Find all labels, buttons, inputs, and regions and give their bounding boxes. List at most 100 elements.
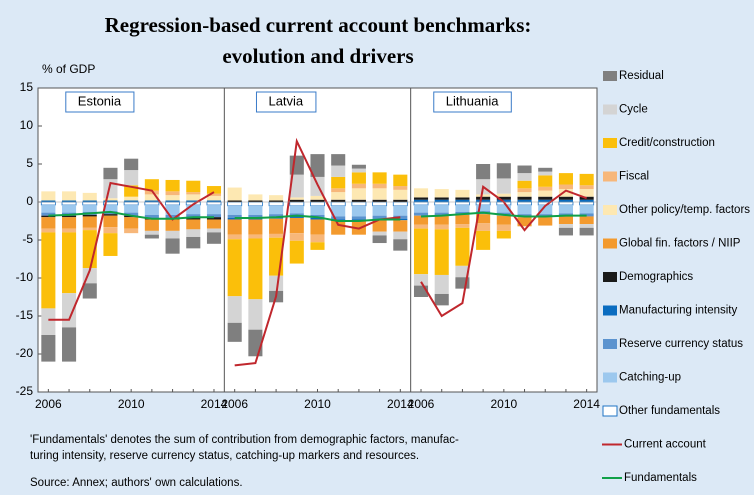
panel-label-box bbox=[65, 91, 135, 113]
bar-segment bbox=[227, 187, 242, 201]
bar-segment bbox=[393, 239, 408, 251]
bar-segment bbox=[310, 199, 325, 202]
bar-segment bbox=[476, 199, 491, 202]
legend-label: Demographics bbox=[619, 271, 693, 283]
bar-segment bbox=[558, 227, 573, 236]
bar-segment bbox=[413, 228, 429, 275]
bar-segment bbox=[476, 230, 491, 250]
bar-segment bbox=[206, 195, 222, 201]
bar-segment bbox=[496, 196, 511, 200]
bar-segment bbox=[82, 227, 97, 231]
bar-segment bbox=[206, 186, 222, 194]
bar-segment bbox=[496, 178, 511, 194]
bar-segment bbox=[124, 217, 139, 229]
bar-segment bbox=[40, 201, 56, 206]
bar-segment bbox=[248, 234, 263, 239]
bar-segment bbox=[310, 242, 325, 250]
bar-segment bbox=[476, 223, 491, 231]
bar-segment bbox=[227, 201, 243, 207]
bar-segment bbox=[206, 214, 222, 218]
bar-segment bbox=[517, 205, 532, 215]
bar-segment bbox=[434, 274, 449, 294]
bar-segment bbox=[331, 199, 346, 202]
bar-segment bbox=[496, 215, 511, 225]
bar-segment bbox=[393, 186, 408, 190]
bar-segment bbox=[206, 217, 222, 220]
bar-segment bbox=[331, 154, 346, 166]
bar-segment bbox=[165, 219, 180, 231]
legend-label: Manufacturing intensity bbox=[619, 305, 738, 317]
bar-segment bbox=[62, 215, 77, 218]
bar-segment bbox=[62, 327, 77, 362]
bar-segment bbox=[558, 205, 573, 214]
bar-segment bbox=[289, 217, 304, 234]
bar-segment bbox=[186, 236, 201, 249]
bar-segment bbox=[124, 200, 139, 202]
bar-segment bbox=[476, 214, 491, 224]
bar-segment bbox=[538, 217, 553, 226]
bar-segment bbox=[62, 205, 77, 213]
bar-segment bbox=[227, 200, 242, 202]
bar-segment bbox=[496, 193, 511, 197]
bar-segment bbox=[517, 192, 532, 197]
bar-segment bbox=[165, 191, 180, 196]
line-series bbox=[420, 211, 587, 218]
bar-segment bbox=[124, 212, 139, 216]
bar-segment bbox=[124, 205, 139, 213]
legend-swatch bbox=[603, 104, 617, 115]
bar-segment bbox=[413, 197, 429, 200]
bar-segment bbox=[124, 185, 139, 197]
legend-swatch bbox=[603, 138, 617, 148]
bar-segment bbox=[476, 196, 491, 200]
x-tick-label: 2014 bbox=[201, 397, 228, 411]
bar-segment bbox=[144, 214, 159, 218]
legend-label: Catching-up bbox=[619, 372, 681, 384]
bar-segment bbox=[269, 205, 284, 215]
x-tick-label: 2006 bbox=[408, 397, 435, 411]
bar-segment bbox=[558, 173, 573, 185]
bar-segment bbox=[248, 329, 263, 357]
bar-segment bbox=[186, 180, 201, 193]
bar-segment bbox=[558, 184, 573, 190]
legend-swatch bbox=[603, 238, 617, 249]
bar-segment bbox=[62, 217, 77, 229]
bar-segment bbox=[434, 199, 449, 202]
bar-segment bbox=[124, 196, 139, 201]
bar-segment bbox=[227, 239, 242, 297]
bar-segment bbox=[413, 274, 429, 286]
legend-swatch bbox=[603, 205, 617, 215]
bar-segment bbox=[579, 185, 594, 190]
x-tick-label: 2010 bbox=[118, 397, 145, 411]
y-axis-label: % of GDP bbox=[42, 62, 95, 76]
bar-segment bbox=[41, 205, 56, 213]
y-tick-label: -5 bbox=[22, 232, 33, 246]
bar-segment bbox=[248, 200, 263, 202]
bar-segment bbox=[41, 232, 56, 309]
bar-segment bbox=[310, 205, 325, 215]
bar-segment bbox=[455, 199, 470, 202]
bar-segment bbox=[269, 275, 284, 291]
legend-swatch bbox=[603, 272, 617, 282]
bar-segment bbox=[289, 174, 304, 198]
bar-segment bbox=[227, 219, 242, 235]
bar-segment bbox=[269, 233, 284, 238]
bar-segment bbox=[165, 230, 180, 239]
bar-segment bbox=[248, 238, 263, 300]
y-tick-label: -15 bbox=[16, 308, 34, 322]
bar-segment bbox=[103, 205, 118, 212]
bar-segment bbox=[186, 217, 201, 220]
bar-segment bbox=[82, 283, 97, 299]
bar-segment bbox=[310, 219, 325, 235]
y-tick-label: 15 bbox=[20, 80, 34, 94]
bar-segment bbox=[538, 167, 553, 172]
bar-segment bbox=[558, 216, 573, 225]
bar-segment bbox=[82, 201, 98, 206]
x-tick-label: 2006 bbox=[35, 397, 62, 411]
y-tick-label: -10 bbox=[16, 270, 34, 284]
bar-segment bbox=[165, 179, 180, 192]
bar-segment bbox=[517, 217, 532, 227]
bar-segment bbox=[165, 214, 180, 218]
legend-label: Other policy/temp. factors bbox=[619, 204, 750, 216]
bar-segment bbox=[165, 195, 180, 201]
bar-segment bbox=[227, 296, 242, 323]
